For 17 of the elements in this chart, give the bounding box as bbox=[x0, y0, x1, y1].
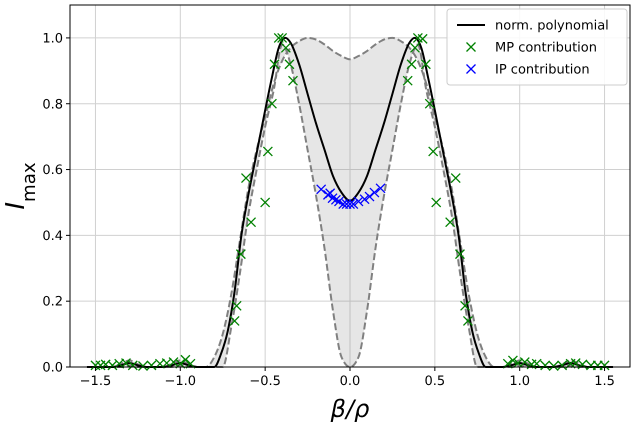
y-tick-label: 0.0 bbox=[42, 360, 63, 376]
x-tick-label: −0.5 bbox=[249, 374, 281, 389]
x-axis-title: β/ρ bbox=[330, 395, 370, 423]
legend-label: MP contribution bbox=[495, 40, 597, 56]
y-tick-label: 0.4 bbox=[42, 228, 63, 244]
y-tick-label: 0.2 bbox=[42, 294, 63, 310]
x-tick-label: 0.0 bbox=[340, 374, 360, 389]
x-tick-label: 1.5 bbox=[594, 374, 615, 389]
x-tick-label: 0.5 bbox=[424, 374, 446, 389]
x-tick-label: 1.0 bbox=[509, 374, 530, 389]
x-tick-label: −1.5 bbox=[80, 374, 112, 389]
legend-label: norm. polynomial bbox=[495, 18, 609, 34]
y-tick-label: 0.6 bbox=[42, 163, 63, 178]
x-tick-label: −1.0 bbox=[164, 374, 196, 389]
legend-label: IP contribution bbox=[495, 62, 590, 78]
y-tick-label: 0.8 bbox=[42, 97, 63, 112]
y-tick-label: 1.0 bbox=[42, 31, 63, 46]
